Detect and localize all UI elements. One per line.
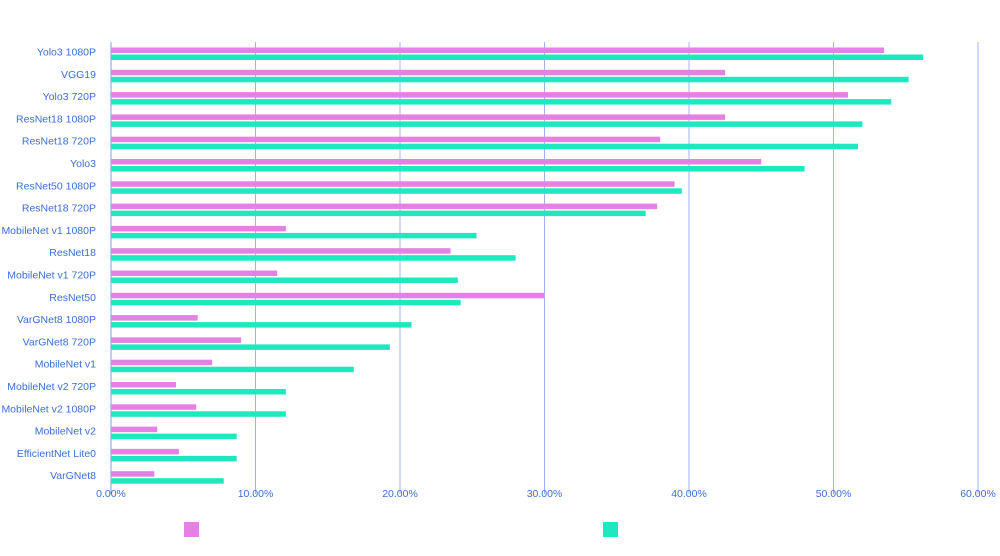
bar-series-1	[111, 225, 286, 232]
bar-series-2	[111, 255, 516, 261]
category-label: MobileNet v1 1080P	[1, 225, 96, 237]
category-label: ResNet18 720P	[22, 203, 96, 215]
bar-series-1	[111, 203, 658, 210]
legend[interactable]	[184, 522, 618, 537]
category-label: MobileNet v1 720P	[7, 270, 96, 282]
bar-series-1	[111, 382, 177, 388]
bar-series-1	[111, 270, 278, 276]
x-tick-labels: 0.00% 10.00% 20.00% 30.00% 40.00% 50.00% 60.00…	[96, 488, 996, 500]
bar-series-2	[111, 455, 237, 462]
bar-series-2	[111, 366, 354, 373]
category-label: Yolo3 1080P	[37, 47, 96, 59]
category-label: EfficientNet Lite0	[17, 448, 96, 460]
bar-series-2	[111, 143, 859, 150]
bar-series-2	[111, 54, 924, 60]
bar-series-2	[111, 166, 805, 172]
category-label: VarGNet8 720P	[23, 336, 96, 348]
category-labels: Yolo3 1080P VGG19 Yolo3 720P ResNet18 1080P…	[1, 47, 96, 483]
bar-series-1	[111, 69, 726, 76]
category-label: MobileNet v1	[35, 359, 96, 371]
bar-series-2	[111, 76, 909, 83]
bar-series-1	[111, 248, 451, 254]
bar-series-1	[111, 359, 213, 366]
category-label: ResNet18 720P	[22, 136, 96, 148]
category-label: MobileNet v2	[35, 426, 96, 438]
bar-series-2	[111, 210, 646, 217]
x-tick-label: 0.00%	[96, 488, 126, 500]
bar-series-1	[111, 471, 155, 477]
bar-series-1	[111, 315, 198, 321]
category-label: ResNet18 1080P	[16, 113, 96, 125]
category-label: ResNet50	[49, 292, 96, 304]
category-label: VarGNet8 1080P	[17, 314, 96, 326]
category-label: ResNet18	[49, 247, 96, 259]
bar-series-2	[111, 478, 224, 484]
bar-series-2	[111, 277, 458, 283]
bar-series-2	[111, 188, 682, 194]
gridlines	[110, 42, 979, 494]
x-tick-label: 30.00%	[527, 488, 563, 500]
bar-series-2	[111, 344, 390, 350]
category-label: ResNet50 1080P	[16, 180, 96, 192]
bars	[111, 47, 924, 484]
bar-series-1	[111, 136, 661, 143]
bar-series-1	[111, 181, 675, 187]
x-tick-label: 60.00%	[960, 488, 996, 500]
bar-series-2	[111, 121, 863, 127]
bar-series-1	[111, 159, 762, 165]
bar-series-1	[111, 47, 885, 53]
bar-series-2	[111, 433, 237, 440]
bar-series-1	[111, 426, 158, 433]
bar-series-1	[111, 114, 726, 120]
category-label: Yolo3 720P	[43, 91, 96, 103]
bar-series-2	[111, 299, 461, 306]
category-label: VGG19	[61, 69, 96, 81]
x-tick-label: 50.00%	[816, 488, 852, 500]
bar-series-1	[111, 337, 242, 343]
bar-series-1	[111, 404, 197, 410]
bar-series-1	[111, 92, 848, 98]
category-label: VarGNet8	[50, 470, 96, 482]
x-tick-label: 20.00%	[382, 488, 418, 500]
category-label: Yolo3	[70, 158, 96, 170]
bar-series-2	[111, 389, 286, 395]
legend-swatch[interactable]	[184, 522, 199, 537]
bar-series-2	[111, 411, 286, 417]
bar-series-1	[111, 292, 545, 299]
category-label: MobileNet v2 1080P	[1, 403, 96, 415]
legend-swatch[interactable]	[603, 522, 618, 537]
bar-series-2	[111, 232, 477, 239]
bar-series-1	[111, 448, 179, 455]
bar-series-2	[111, 99, 892, 105]
x-tick-label: 40.00%	[671, 488, 707, 500]
category-label: MobileNet v2 720P	[7, 381, 96, 393]
x-tick-label: 10.00%	[238, 488, 274, 500]
bar-series-2	[111, 322, 412, 328]
